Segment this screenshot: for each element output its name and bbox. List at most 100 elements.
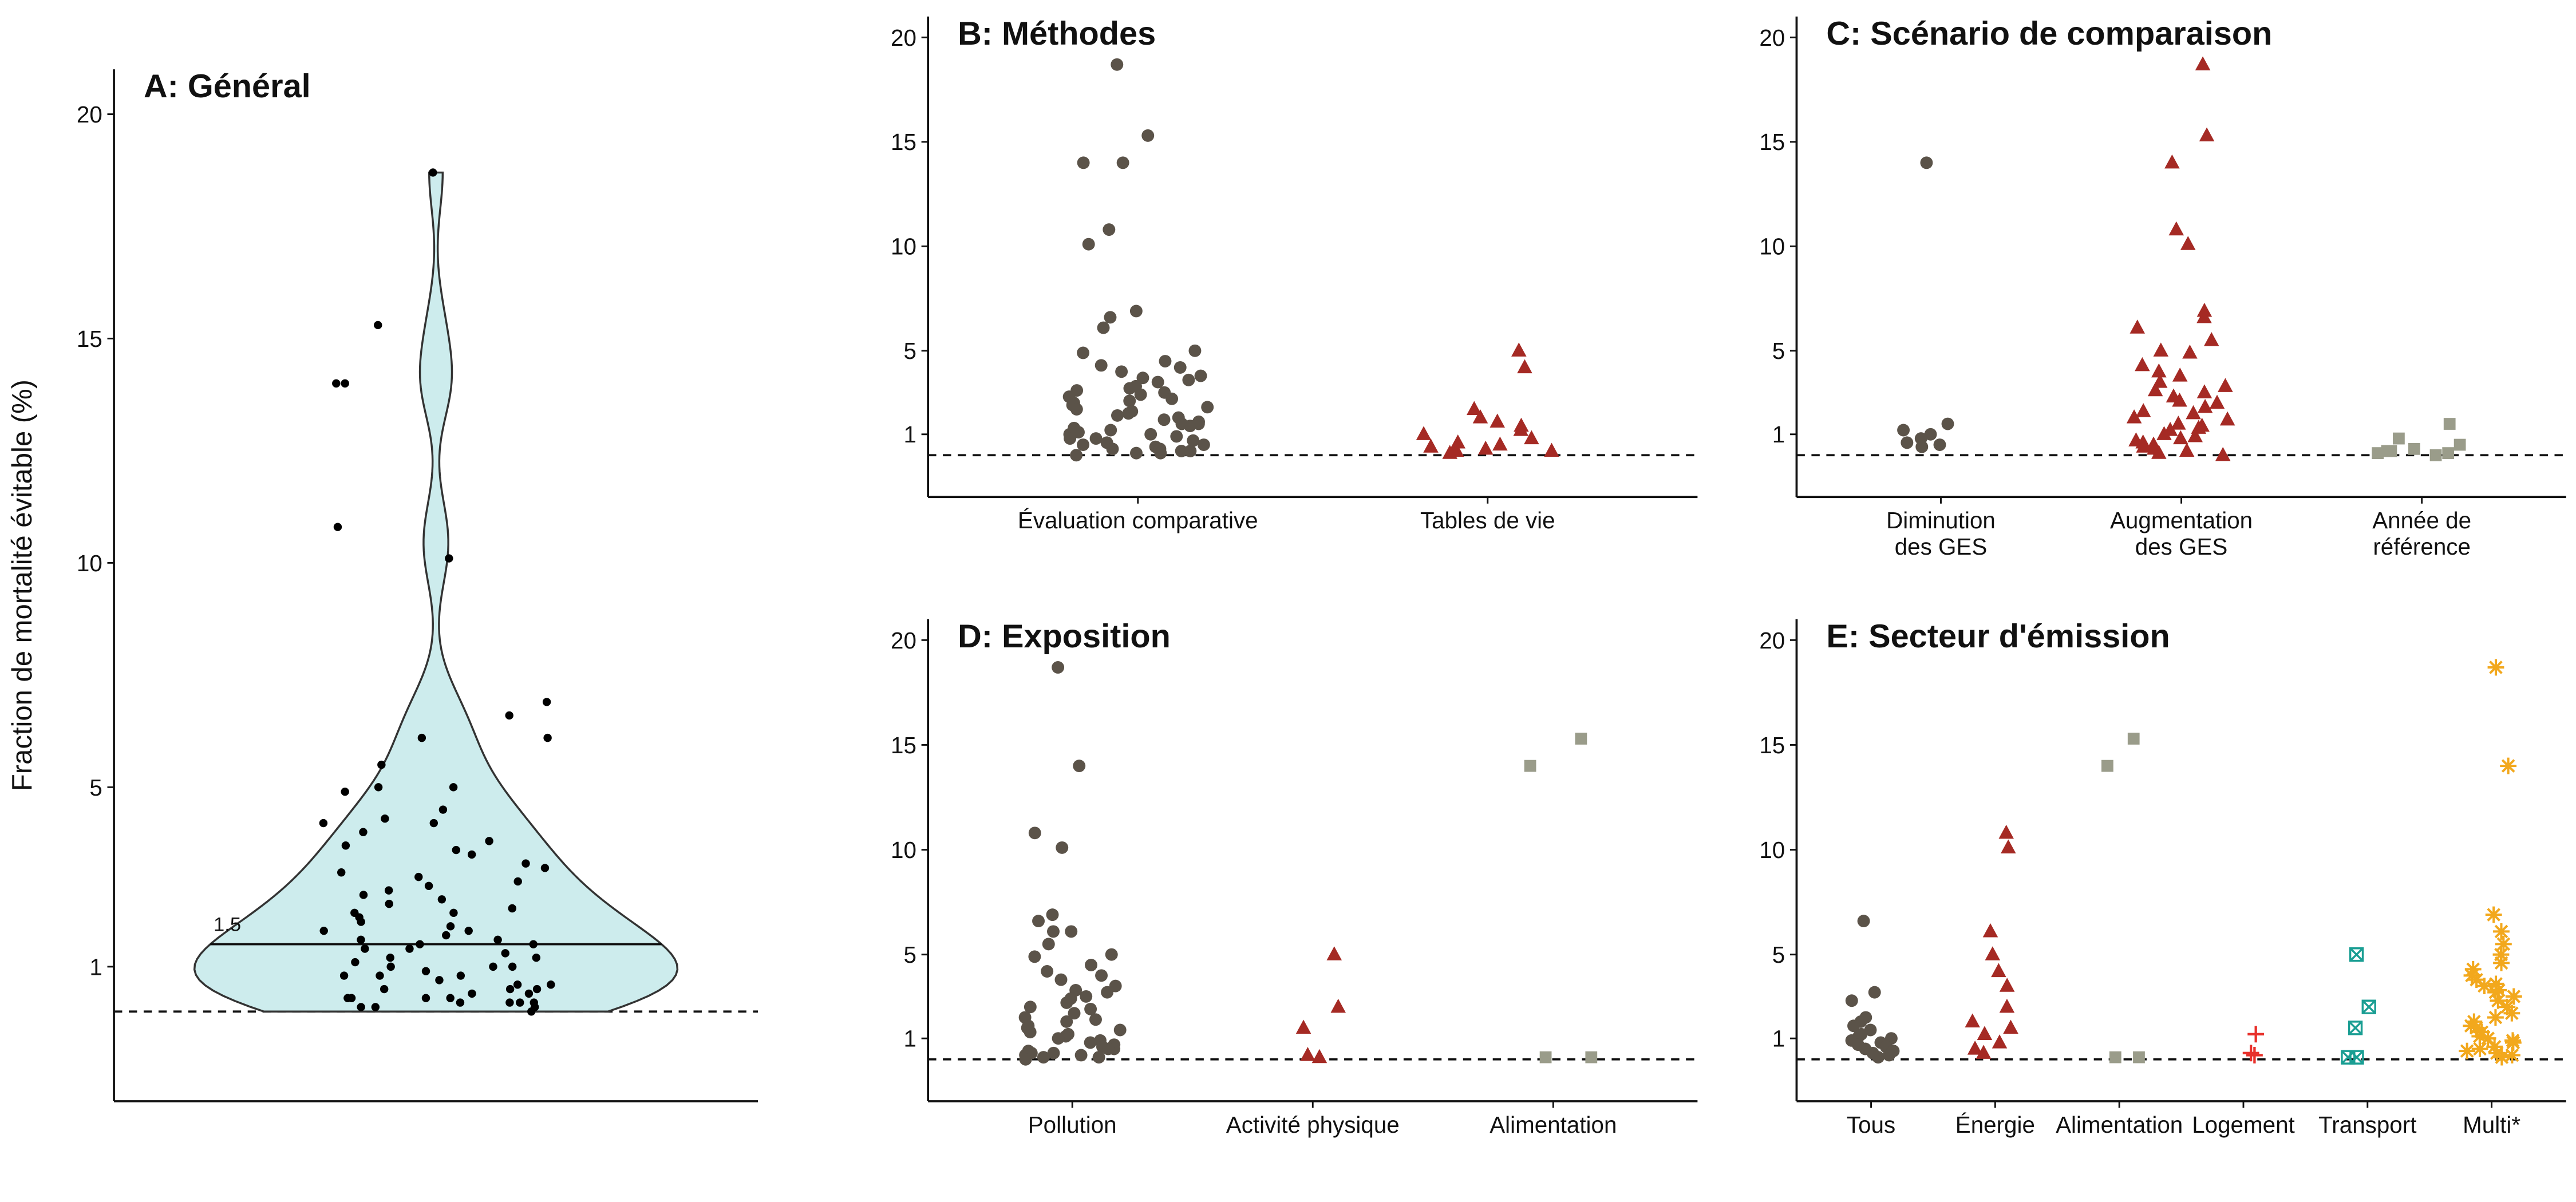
x-tick-label: Tous (1847, 1112, 1895, 1138)
point (429, 168, 437, 177)
point (1416, 426, 1432, 440)
point (532, 984, 542, 994)
point (2476, 978, 2493, 995)
point (1116, 156, 1129, 169)
point (1077, 438, 1090, 451)
point (2147, 382, 2163, 397)
point (2186, 405, 2201, 420)
point (530, 998, 538, 1007)
point (2180, 236, 2196, 250)
point (2129, 319, 2146, 334)
point (2195, 56, 2211, 70)
x-tick-label-line: Année de (2372, 507, 2471, 533)
point (464, 926, 473, 935)
point (2443, 418, 2456, 430)
point (2203, 332, 2219, 346)
point (1184, 445, 1197, 457)
point (1060, 996, 1073, 1009)
point (374, 321, 382, 330)
point (1046, 908, 1059, 922)
point (1524, 760, 1536, 772)
point (1134, 388, 1147, 401)
point (2429, 449, 2442, 461)
point (347, 994, 356, 1002)
x-tick-label: Alimentation (1490, 1112, 1617, 1138)
point (513, 877, 522, 886)
point (2218, 378, 2233, 392)
y-tick-label: 10 (891, 234, 916, 260)
point (1080, 990, 1093, 1003)
point (405, 944, 414, 953)
x-tick-label-line: Énergie (1955, 1112, 2035, 1138)
point (357, 918, 365, 926)
point (1985, 946, 2001, 960)
y-tick-label: 5 (903, 338, 916, 364)
point (468, 989, 476, 998)
point (332, 379, 341, 388)
point (1028, 950, 1041, 963)
point (2464, 960, 2482, 978)
point (2348, 1021, 2363, 1035)
point (384, 886, 393, 895)
point (456, 998, 465, 1007)
point (1122, 407, 1135, 420)
point (424, 881, 433, 890)
x-tick-label-line: Activité physique (1226, 1112, 1400, 1138)
y-tick-label: 10 (891, 837, 916, 863)
point (2473, 1023, 2490, 1041)
point (2187, 428, 2203, 442)
point (1141, 129, 1155, 142)
point (505, 998, 514, 1007)
point (1097, 321, 1110, 334)
point (1924, 428, 1937, 441)
y-tick-label: 1 (903, 421, 916, 448)
point (2471, 1041, 2488, 1057)
point (1123, 382, 1136, 395)
point (2487, 975, 2504, 993)
point (446, 994, 455, 1002)
point (1151, 375, 1164, 389)
point (1042, 938, 1055, 951)
point (2493, 954, 2510, 971)
point (2172, 392, 2187, 407)
point (2341, 1050, 2356, 1065)
x-tick-label: Pollution (1028, 1112, 1117, 1138)
y-tick-label: 20 (77, 101, 102, 128)
y-tick-label: 20 (891, 627, 916, 654)
point (2486, 1038, 2503, 1055)
x-tick-label-line: référence (2373, 533, 2471, 560)
x-tick-label-line: Tables de vie (1420, 507, 1555, 533)
point (2135, 357, 2150, 371)
point (1295, 1019, 1311, 1034)
y-tick-label: 5 (903, 942, 916, 968)
point (414, 872, 423, 881)
point (529, 940, 538, 948)
point (357, 935, 365, 944)
y-tick-label: 15 (891, 732, 916, 758)
point (524, 989, 534, 998)
y-axis-label: Fraction de mortalité évitable (%) (7, 379, 38, 791)
point (1847, 1019, 1860, 1033)
point (449, 908, 458, 918)
point (2487, 659, 2504, 676)
point (2493, 1049, 2510, 1066)
point (1054, 973, 1068, 986)
median-label: 1.5 (214, 914, 241, 936)
point (2247, 1026, 2265, 1043)
x-tick-label-line: Augmentation (2110, 507, 2253, 533)
point (516, 998, 524, 1007)
point (1104, 424, 1117, 437)
point (1165, 392, 1179, 405)
point (386, 953, 394, 962)
x-tick-label-line: Pollution (1028, 1112, 1117, 1138)
y-tick-label: 15 (891, 129, 916, 155)
point (1095, 359, 1108, 372)
point (361, 944, 369, 953)
point (1105, 948, 1118, 961)
point (2499, 998, 2516, 1015)
point (435, 976, 444, 984)
point (1492, 436, 1508, 451)
point (385, 899, 393, 908)
point (1064, 432, 1077, 445)
point (1472, 409, 1488, 424)
